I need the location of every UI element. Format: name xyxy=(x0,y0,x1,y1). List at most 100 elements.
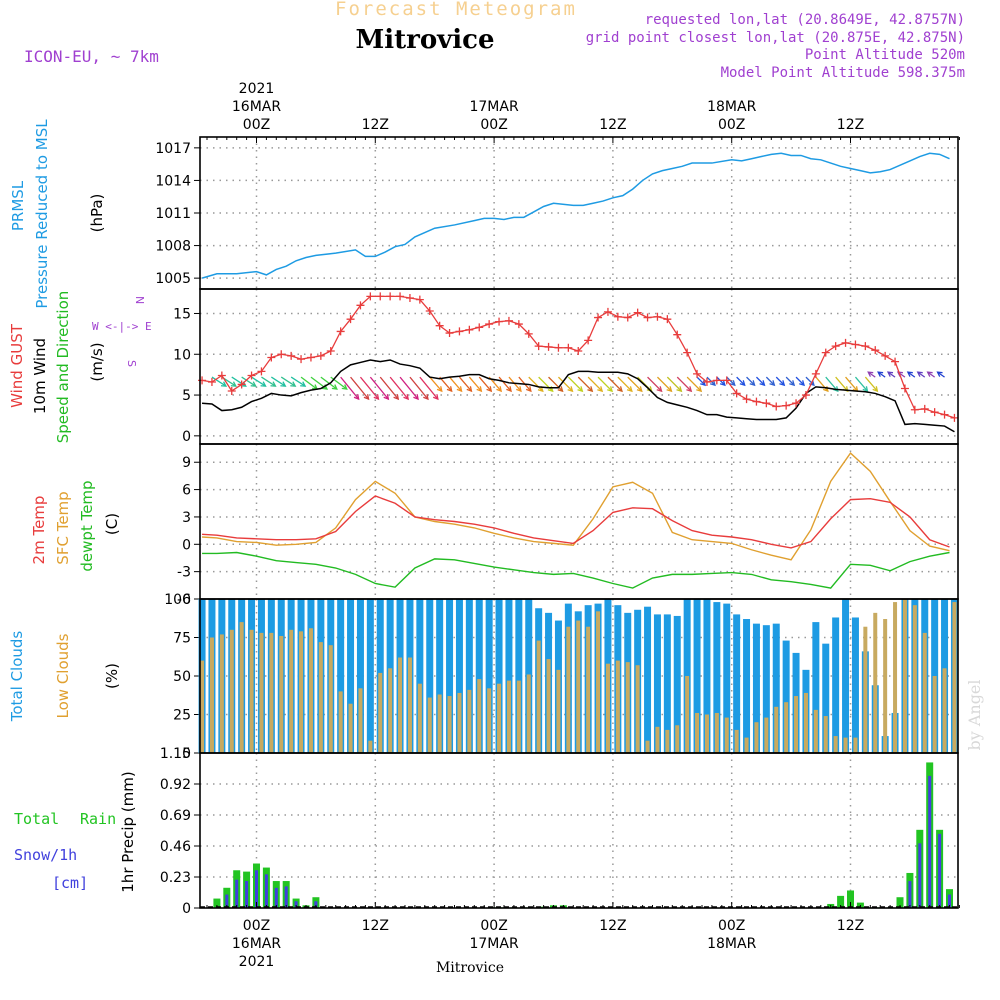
low-cloud-bar xyxy=(576,620,581,753)
gust-marker xyxy=(881,351,890,360)
y-tick-label: 1005 xyxy=(155,271,191,287)
low-cloud-bar xyxy=(407,657,412,753)
wind-arrow-head xyxy=(423,394,429,401)
wind-direction-arrow xyxy=(439,376,453,392)
gust-marker xyxy=(227,386,236,395)
wind-direction-arrow xyxy=(468,376,482,392)
total-cloud-bar xyxy=(416,599,424,753)
wind-direction-arrow xyxy=(716,376,726,386)
gust-marker xyxy=(207,378,216,386)
total-cloud-bar xyxy=(337,599,345,753)
bottom-time-label: 12Z xyxy=(599,918,626,934)
low-cloud-bar xyxy=(942,668,947,753)
bottom-time-label: 2021 xyxy=(239,954,275,970)
low-cloud-bar xyxy=(506,680,511,753)
wind-direction-arrow xyxy=(927,371,936,378)
total-cloud-bar xyxy=(465,599,473,753)
gust-marker xyxy=(366,292,375,301)
pressure-series-line xyxy=(201,152,950,279)
wind-direction-arrow xyxy=(907,371,916,378)
total-cloud-bar xyxy=(832,617,840,753)
cloud-units: (%) xyxy=(103,663,121,689)
gust-marker xyxy=(673,330,682,339)
snow-bar xyxy=(235,879,239,908)
low-cloud-bar xyxy=(883,619,888,753)
credit-watermark: by Angel xyxy=(965,679,984,750)
temp-label: 2m Temp xyxy=(30,496,48,565)
gust-marker xyxy=(267,353,276,362)
wind-arrow-head xyxy=(260,381,267,387)
total-cloud-bar xyxy=(515,599,523,753)
gust-marker xyxy=(445,329,454,338)
wind-direction-arrow xyxy=(587,376,603,392)
snow-bar xyxy=(274,887,278,908)
gust-marker xyxy=(871,346,880,355)
total-cloud-bar xyxy=(673,615,681,753)
wind-direction-arrow xyxy=(647,376,663,392)
total-cloud-bar xyxy=(446,599,454,753)
wind-units: (m/s) xyxy=(88,342,106,381)
wind-direction-arrow xyxy=(666,376,682,392)
wind-arrow-head xyxy=(656,386,663,393)
gust-marker xyxy=(396,292,405,301)
low-cloud-bar xyxy=(685,676,690,753)
gust-marker xyxy=(306,353,315,362)
low-cloud-bar xyxy=(922,632,927,753)
wind-direction-arrow xyxy=(805,376,815,386)
wind-direction-arrow xyxy=(835,376,849,392)
low-cloud-bar xyxy=(833,736,838,753)
low-cloud-bar xyxy=(823,716,828,753)
gust-marker xyxy=(564,343,573,352)
wind-arrow-head xyxy=(270,381,277,387)
low-cloud-bar xyxy=(734,729,739,753)
y-tick-label: 9 xyxy=(182,455,191,471)
wind-arrow-head xyxy=(686,386,693,393)
gust-marker xyxy=(524,329,533,338)
low-cloud-bar xyxy=(764,717,769,753)
wind-arrow-head xyxy=(230,381,237,387)
top-time-label: 16MAR xyxy=(232,99,281,115)
gust-marker xyxy=(534,342,543,351)
y-tick-label: 0 xyxy=(182,429,191,445)
bottom-time-label: 16MAR xyxy=(232,936,281,952)
total-cloud-bar xyxy=(842,599,850,753)
wind-direction-arrow xyxy=(627,376,643,392)
gust-marker xyxy=(465,325,474,334)
low-cloud-bar xyxy=(863,626,868,753)
gust-marker xyxy=(455,327,464,336)
bottom-time-label: 00Z xyxy=(480,918,507,934)
total-cloud-bar xyxy=(644,606,652,753)
wind-arrow-head xyxy=(476,386,483,393)
low-cloud-bar xyxy=(338,691,343,753)
wind-direction-arrow xyxy=(867,371,876,378)
gust-marker xyxy=(475,323,484,332)
wind-arrow-head xyxy=(250,381,257,387)
low-cloud-bar xyxy=(873,612,878,753)
low-cloud-bar xyxy=(635,665,640,753)
wind-arrow-head xyxy=(666,386,673,393)
total-cloud-bar xyxy=(366,599,374,753)
gust-marker xyxy=(891,357,900,366)
low-cloud-bar xyxy=(378,672,383,753)
wind-arrow-head xyxy=(393,394,400,401)
low-cloud-bar xyxy=(655,726,660,753)
total-cloud-bar xyxy=(495,599,503,753)
top-time-label: 12Z xyxy=(599,117,626,133)
y-tick-label: 0.69 xyxy=(160,808,191,824)
gust-marker xyxy=(742,395,751,404)
wind-arrow-head xyxy=(877,371,884,377)
gust-marker xyxy=(752,397,761,406)
bottom-time-label: 18MAR xyxy=(707,936,756,952)
wind-arrow-head xyxy=(709,380,716,387)
wind-direction-arrow xyxy=(864,376,878,392)
wind-direction-arrow xyxy=(736,376,746,386)
model-name: ICON-EU, ~ 7km xyxy=(24,47,159,66)
snow-bar xyxy=(284,886,288,908)
low-cloud-bar xyxy=(744,737,749,753)
wind-direction-arrow xyxy=(696,376,706,386)
gust-marker xyxy=(574,347,583,355)
low-cloud-bar xyxy=(724,717,729,753)
wind-direction-arrow xyxy=(449,376,463,392)
gust-marker xyxy=(861,342,870,351)
wind-arrow-head xyxy=(383,394,390,401)
